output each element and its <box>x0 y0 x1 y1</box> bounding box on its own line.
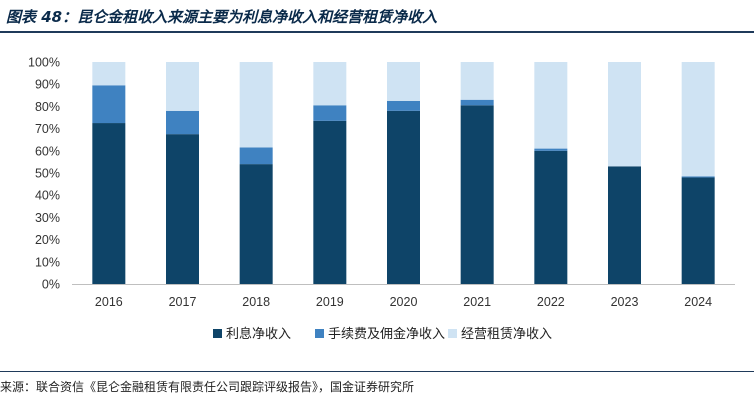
x-tick-label: 2018 <box>242 295 270 309</box>
legend-swatch-series-0 <box>213 329 222 338</box>
x-tick-label: 2022 <box>537 295 565 309</box>
y-tick-label: 0% <box>42 278 60 292</box>
bar-segment-2023-series-0 <box>608 166 641 284</box>
bar-segment-2017-series-1 <box>166 110 199 135</box>
y-axis: 0% 10% 20% 30% 40% 50% 60% 70% 80% 90% 100% <box>28 56 60 292</box>
bar-segment-2020-series-1 <box>387 100 420 111</box>
bar-segment-2016-series-2 <box>92 62 126 86</box>
bar-segment-2021-series-1 <box>460 99 494 106</box>
bar-segment-2024-series-1 <box>681 176 715 178</box>
y-tick-label: 40% <box>35 189 60 203</box>
bar-segment-2017-series-2 <box>166 62 199 111</box>
x-tick-label: 2023 <box>611 295 639 309</box>
legend-label: 利息净收入 <box>226 326 291 342</box>
legend-swatch-series-1 <box>315 329 324 338</box>
bar-segment-2019-series-1 <box>313 105 347 121</box>
bar-segment-2016-series-0 <box>92 123 126 284</box>
bar-segment-2018-series-0 <box>239 164 273 284</box>
y-tick-label: 30% <box>35 211 60 225</box>
legend-label: 手续费及佣金净收入 <box>328 326 445 342</box>
y-tick-label: 60% <box>35 144 60 158</box>
x-tick-label: 2024 <box>684 295 712 309</box>
legend-label: 经营租赁净收入 <box>461 327 552 342</box>
bar-segment-2024-series-0 <box>681 177 715 284</box>
bar-segment-2016-series-1 <box>92 85 126 124</box>
bar-segment-2022-series-1 <box>534 148 568 151</box>
x-tick-label: 2019 <box>316 295 344 309</box>
bar-segment-2020-series-2 <box>387 62 420 101</box>
bar-segment-2018-series-1 <box>239 147 273 165</box>
footer-divider <box>0 371 754 372</box>
y-tick-label: 10% <box>35 255 60 269</box>
bar-segment-2019-series-0 <box>313 120 347 284</box>
legend-swatch-series-2 <box>448 329 457 338</box>
bar-segment-2021-series-0 <box>460 105 494 284</box>
y-tick-label: 70% <box>35 122 60 136</box>
bars <box>92 62 715 284</box>
bar-segment-2023-series-2 <box>608 62 641 167</box>
source-note: 来源：联合资信《昆仑金融租赁有限责任公司跟踪评级报告》，国金证券研究所 <box>0 380 415 394</box>
bar-segment-2021-series-2 <box>460 62 494 100</box>
x-tick-label: 2017 <box>169 295 197 309</box>
bar-segment-2017-series-0 <box>166 134 199 284</box>
bar-segment-2022-series-0 <box>534 150 568 284</box>
x-tick-label: 2016 <box>95 295 123 309</box>
x-tick-label: 2021 <box>463 295 491 309</box>
bar-segment-2022-series-2 <box>534 62 568 149</box>
x-axis: 2016 2017 2018 2019 2020 2021 2022 2023 2024 <box>95 295 712 309</box>
y-tick-label: 90% <box>35 78 60 92</box>
stacked-bar-chart: 0%10%20%30%40%50%60%70%80%90%100% 2016 20… <box>28 56 735 342</box>
bar-segment-2024-series-2 <box>681 62 715 177</box>
y-tick-label: 100% <box>28 56 60 70</box>
legend: 利息净收入 手续费及佣金净收入 经营租赁净收入 <box>213 326 552 342</box>
bar-segment-2020-series-0 <box>387 110 420 284</box>
y-tick-label: 50% <box>35 167 60 181</box>
bar-segment-2018-series-2 <box>239 62 273 148</box>
title-divider <box>0 31 754 33</box>
x-tick-label: 2020 <box>390 295 418 309</box>
y-tick-label: 80% <box>35 100 60 114</box>
chart-title: 图表 48：昆仑金租收入来源主要为利息净收入和经营租赁净收入 <box>6 8 438 26</box>
y-tick-label: 20% <box>35 233 60 247</box>
bar-segment-2019-series-2 <box>313 62 347 106</box>
